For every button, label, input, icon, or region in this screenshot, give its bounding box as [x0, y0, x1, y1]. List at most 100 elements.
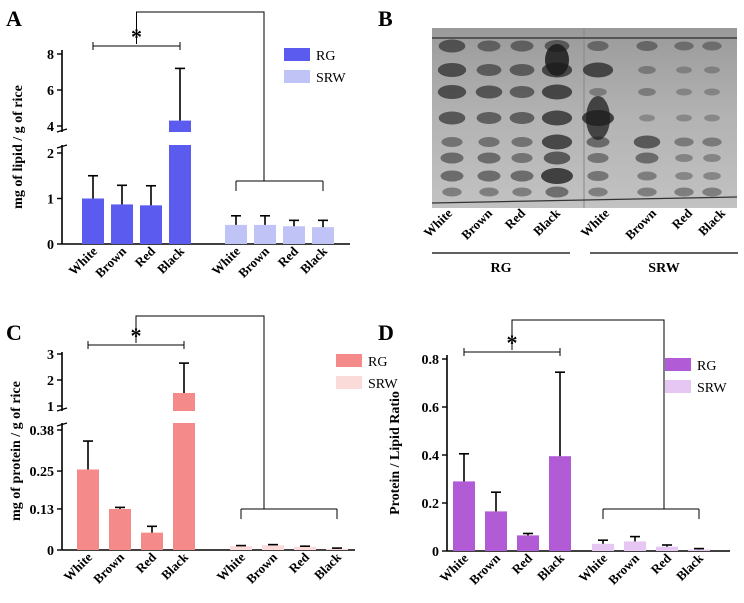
tlc-spot	[675, 154, 693, 162]
tlc-spot	[509, 112, 535, 124]
panel-c-bar-srw-black	[326, 548, 348, 550]
panel-letter-c: C	[6, 320, 22, 345]
tlc-spot	[636, 41, 658, 51]
tlc-lane-label-brown: Brown	[458, 205, 496, 243]
panel-c-y-tick-label: 0.38	[30, 424, 55, 439]
panel-c-legend-swatch-rg	[336, 354, 362, 367]
tlc-plate-image: White Brown Red Black White Brown Red Black RG …	[421, 28, 738, 276]
tlc-spot	[674, 137, 694, 147]
tlc-spot	[437, 63, 467, 77]
panel-letter-b: B	[378, 6, 393, 31]
panel-c-axis-break-mark	[56, 422, 68, 427]
panel-a-axis-break-mark	[56, 144, 68, 149]
panel-c-category-label-rg-red: Red	[133, 549, 160, 576]
panel-a-bar-rg-red	[140, 205, 162, 244]
panel-d-legend-swatch-rg	[665, 358, 691, 371]
panel-d-category-label-srw-brown: Brown	[605, 550, 643, 588]
tlc-spot	[545, 186, 569, 198]
tlc-spot	[475, 85, 503, 99]
panel-c-category-label-srw-red: Red	[286, 549, 313, 576]
tlc-spot	[587, 153, 609, 163]
tlc-spot	[512, 187, 532, 197]
tlc-spot	[703, 172, 721, 180]
panel-d-category-label-rg-black: Black	[534, 550, 568, 584]
tlc-spot	[511, 153, 533, 163]
panel-d-category-label-srw-black: Black	[673, 550, 707, 584]
panel-a-group-bracket-connector	[136, 11, 265, 181]
panel-a-bar-rg-white	[82, 198, 104, 244]
panel-d-legend-swatch-srw	[665, 380, 691, 393]
tlc-spot	[543, 151, 571, 165]
panel-a-bar-srw-white	[225, 224, 247, 244]
tlc-lane-label-red: Red	[502, 205, 529, 232]
panel-c-category-label-srw-white: White	[214, 549, 249, 584]
tlc-spot	[704, 88, 720, 96]
tlc-spot	[639, 114, 655, 122]
tlc-spot	[511, 137, 533, 147]
tlc-lane-label-black: Black	[695, 205, 729, 239]
panel-c-y-tick-label: 0.13	[30, 503, 55, 518]
panel-d-bar-srw-black	[688, 549, 710, 551]
panel-a-category-label-srw-brown: Brown	[235, 243, 273, 281]
tlc-spot	[510, 170, 534, 182]
panel-c-bar-break-gap	[172, 411, 196, 423]
tlc-spot	[509, 64, 535, 76]
tlc-group-label-rg: RG	[491, 261, 512, 276]
tlc-spot	[633, 135, 661, 149]
panel-c-y-tick-label: 0.25	[30, 465, 55, 480]
tlc-spot	[587, 171, 609, 181]
tlc-spot	[676, 66, 692, 74]
panel-d-bar-rg-black	[549, 456, 571, 551]
tlc-spot	[510, 40, 534, 52]
tlc-spot	[442, 187, 462, 197]
panel-a-legend-label-rg: RG	[316, 49, 335, 64]
tlc-spot	[638, 88, 656, 96]
panel-a-bar-break-gap	[168, 132, 192, 145]
panel-d-y-tick-label: 0.4	[422, 449, 440, 464]
panel-c-bar-srw-white	[230, 546, 252, 550]
tlc-spot	[479, 187, 499, 197]
panel-c-bar-rg-black	[173, 393, 195, 550]
panel-a-legend-swatch-rg	[284, 48, 310, 61]
panel-a-category-label-rg-brown: Brown	[92, 243, 130, 281]
tlc-spot	[704, 66, 720, 74]
panel-c-bar-srw-red	[294, 546, 316, 550]
tlc-spot	[478, 137, 500, 147]
panel-c-y-tick-label: 0	[47, 544, 54, 559]
tlc-spot	[702, 187, 722, 197]
panel-a-bar-srw-black	[312, 227, 334, 244]
tlc-spot	[586, 96, 610, 140]
panel-a-y-tick-label: 8	[47, 48, 54, 63]
tlc-spot	[545, 44, 569, 76]
panel-c-bar-rg-white	[77, 469, 99, 550]
panel-d-bar-srw-red	[656, 546, 678, 551]
panel-d-bar-srw-white	[592, 543, 614, 551]
tlc-lane-label-brown: Brown	[622, 205, 660, 243]
tlc-spot	[440, 152, 464, 164]
tlc-spot	[587, 41, 609, 51]
panel-c-category-label-rg-white: White	[61, 549, 96, 584]
panel-a-legend-label-srw: SRW	[316, 71, 346, 86]
tlc-spot	[541, 168, 573, 184]
panel-c-y-tick-label: 1	[47, 400, 54, 415]
tlc-spot	[638, 66, 656, 74]
tlc-lane-label-red: Red	[669, 205, 696, 232]
tlc-spot	[476, 112, 502, 124]
panel-d-bar-srw-brown	[624, 541, 646, 551]
tlc-spot	[589, 88, 607, 96]
panel-d-bar-rg-brown	[485, 511, 507, 551]
tlc-lane-label-black: Black	[530, 205, 564, 239]
panel-c-legend-label-rg: RG	[368, 355, 387, 370]
panel-a-category-label-rg-black: Black	[154, 243, 188, 277]
tlc-spot	[637, 187, 657, 197]
panel-d-category-label-rg-red: Red	[509, 550, 536, 577]
tlc-group-label-srw: SRW	[648, 261, 679, 276]
tlc-spot	[637, 171, 657, 181]
tlc-spot	[675, 172, 693, 180]
panel-a-bar-rg-brown	[111, 204, 133, 244]
panel-d-legend-label-rg: RG	[697, 359, 716, 374]
panel-a-y-tick-label: 2	[47, 147, 54, 162]
panel-c-bar-srw-brown	[262, 545, 284, 550]
